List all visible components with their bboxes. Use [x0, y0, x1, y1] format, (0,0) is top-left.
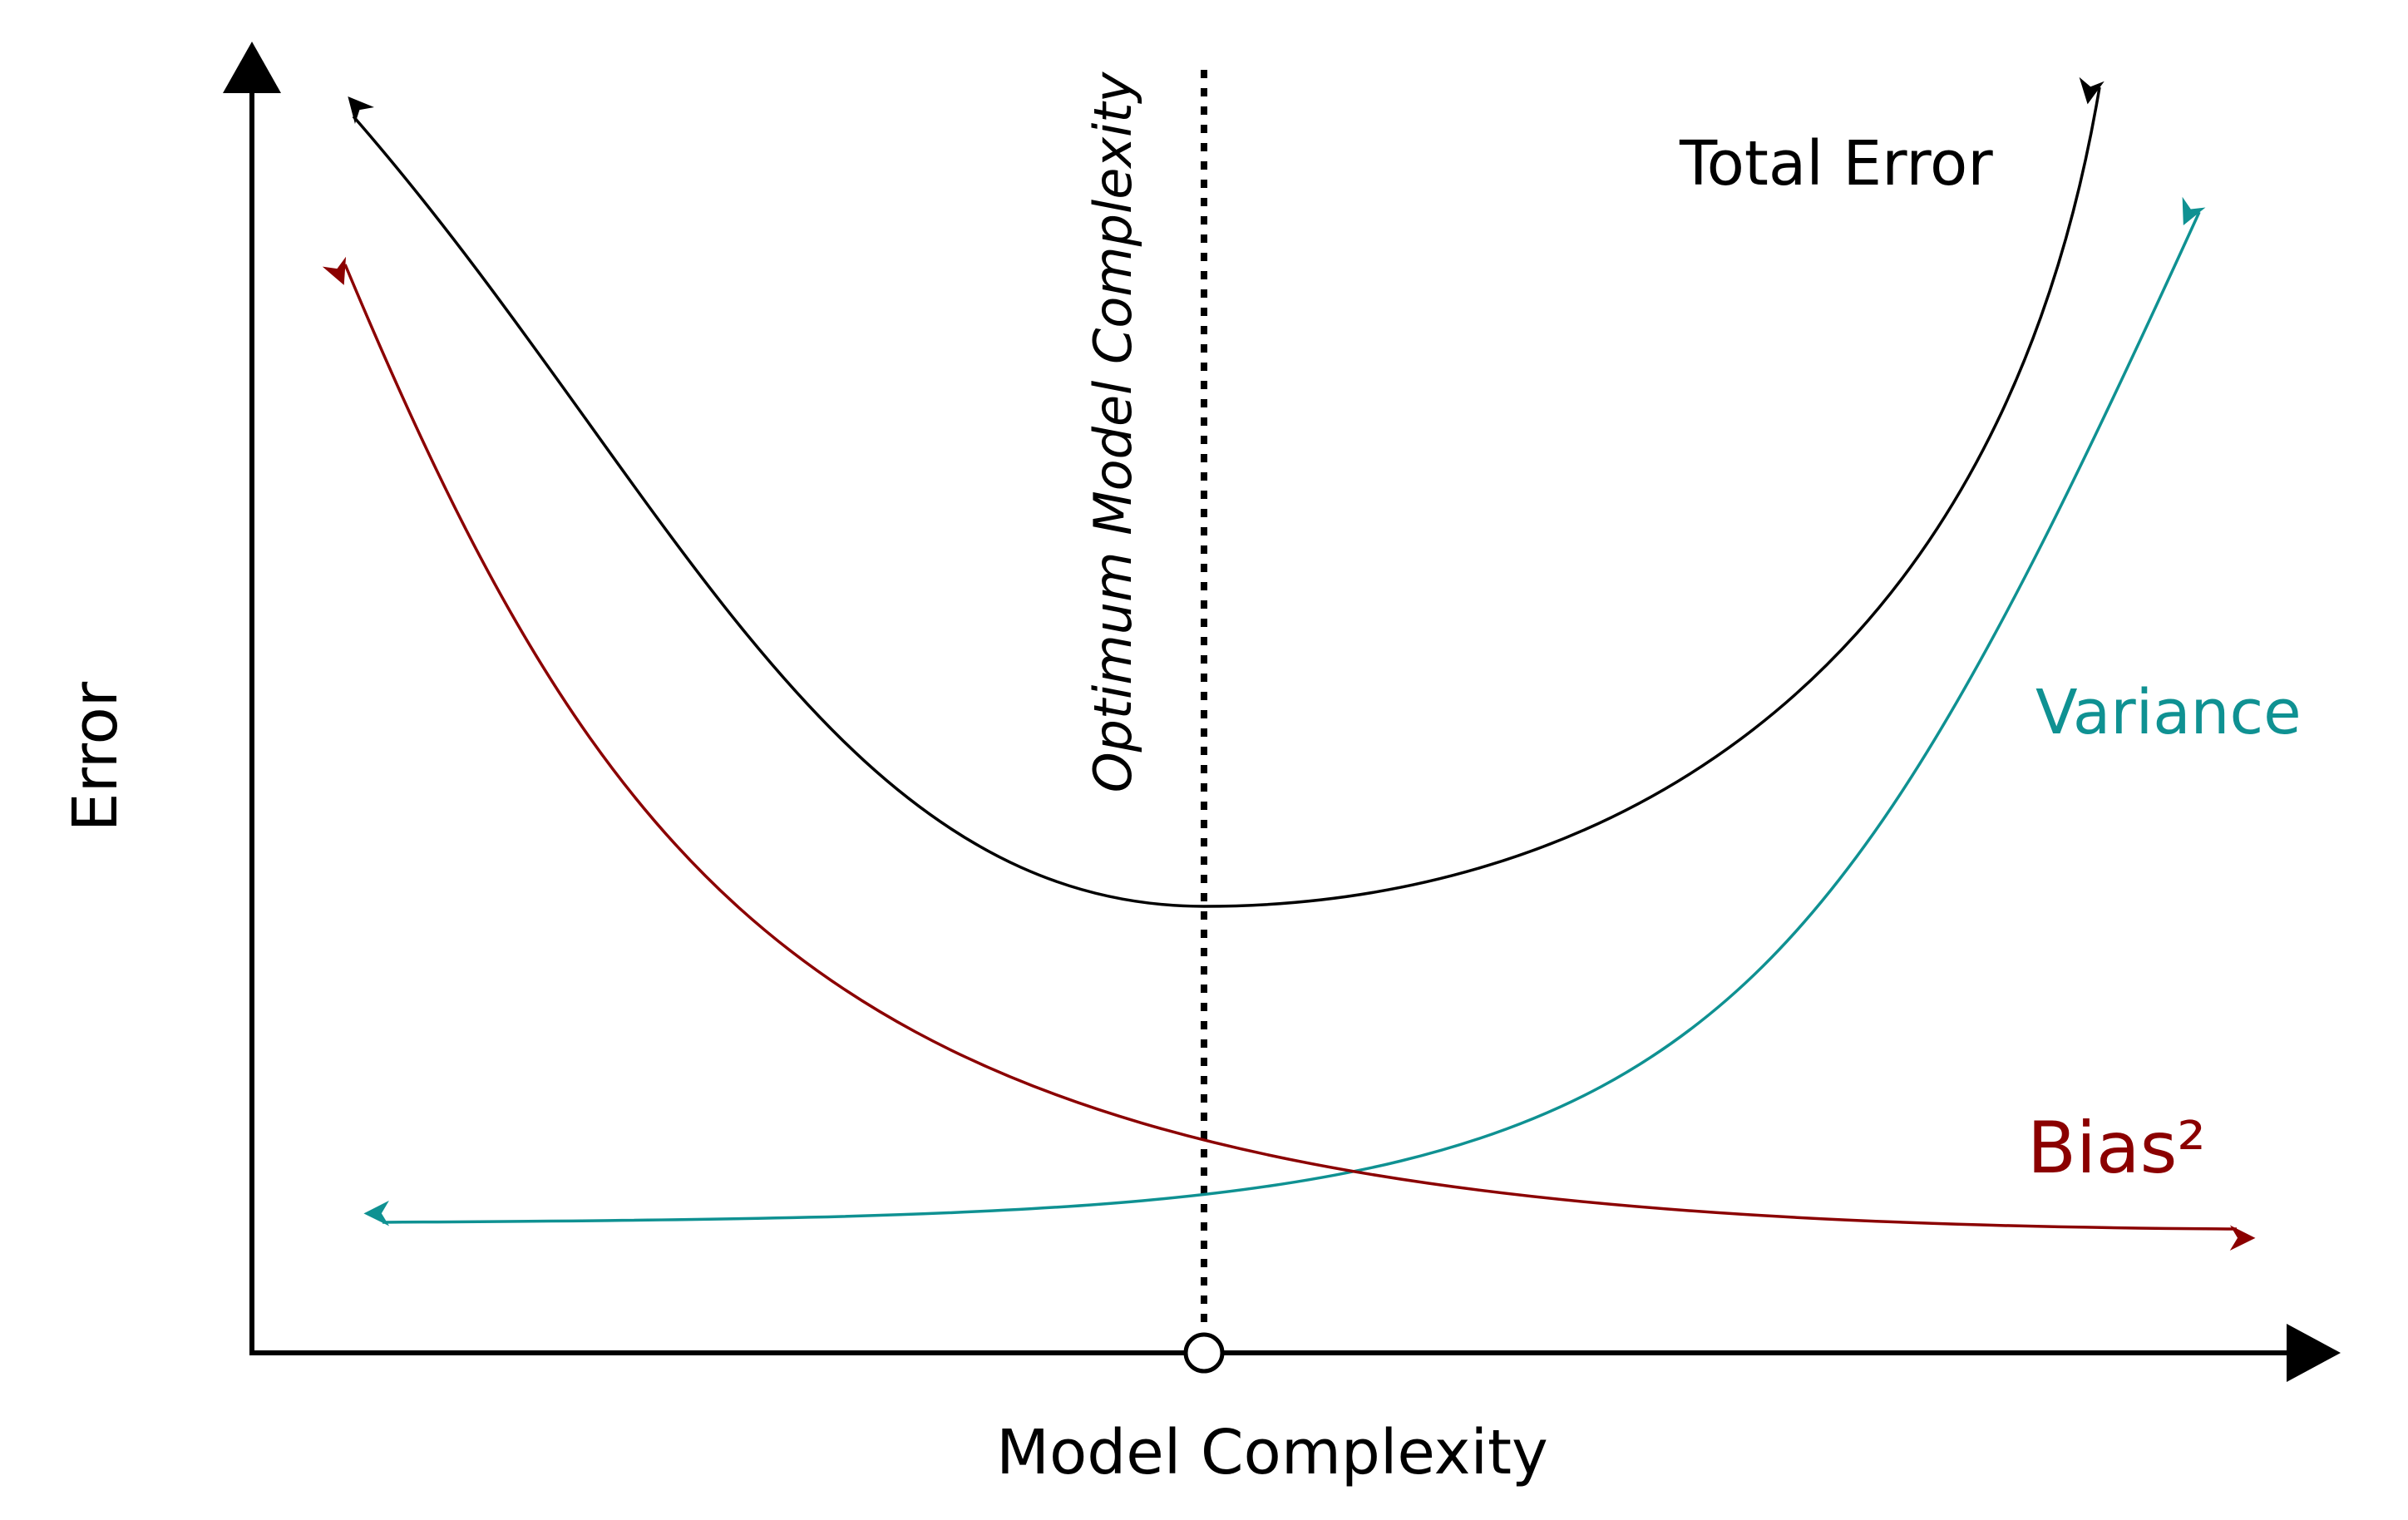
optimum-marker-circle [1183, 1332, 1225, 1374]
variance-curve [363, 196, 2206, 1226]
y-axis-label: Error [60, 681, 131, 832]
variance-label: Variance [2035, 677, 2302, 748]
bias-curve [322, 256, 2256, 1251]
bias-label: Bias² [2027, 1107, 2206, 1190]
total-error-label: Total Error [1679, 128, 1993, 200]
total-error-curve [348, 76, 2105, 908]
x-axis-label: Model Complexity [996, 1417, 1548, 1488]
optimum-label: Optimum Model Complexity [1083, 71, 1143, 792]
y-axis-arrowhead [223, 42, 281, 93]
x-axis-arrowhead [2287, 1324, 2341, 1382]
